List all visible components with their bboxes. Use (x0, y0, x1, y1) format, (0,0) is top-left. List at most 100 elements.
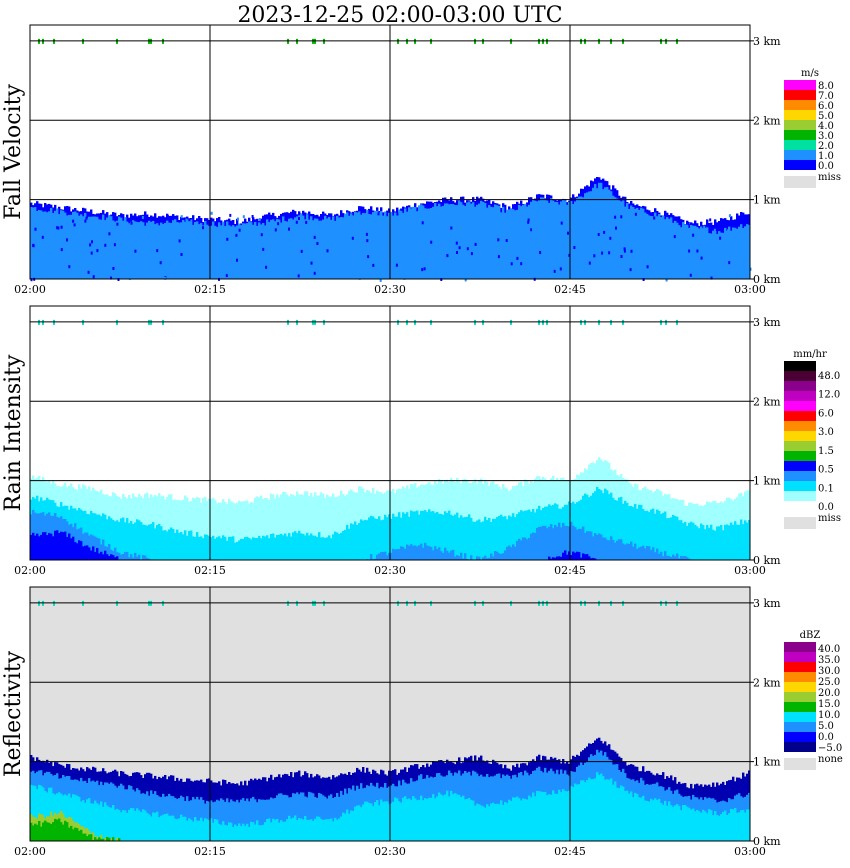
data-cell (594, 533, 597, 560)
data-cell (574, 552, 577, 560)
data-cell (156, 249, 159, 253)
data-cell (186, 820, 189, 841)
data-cell (400, 546, 403, 560)
data-cell (384, 551, 387, 560)
data-cell (404, 796, 407, 841)
data-cell (454, 556, 457, 560)
legend-swatch (784, 451, 816, 461)
data-cell (32, 825, 35, 841)
data-cell (590, 558, 593, 560)
data-cell (396, 212, 399, 216)
data-cell (592, 557, 595, 560)
data-cell (374, 558, 377, 560)
data-cell (586, 494, 589, 560)
data-cell (472, 521, 475, 560)
data-cell (452, 794, 455, 841)
data-cell (350, 213, 353, 279)
data-cell (610, 536, 613, 560)
data-cell (400, 517, 403, 560)
data-cell (678, 225, 681, 279)
data-cell (50, 824, 53, 841)
data-cell (510, 800, 513, 841)
data-cell (406, 799, 409, 841)
data-cell (336, 532, 339, 560)
y-tick-label: 2 km (753, 395, 781, 408)
data-cell (202, 497, 205, 560)
data-cell (386, 555, 389, 560)
data-cell (196, 796, 199, 841)
data-cell (692, 808, 695, 841)
data-cell (278, 822, 281, 841)
data-cell (512, 513, 515, 560)
data-cell (54, 818, 57, 841)
data-cell (36, 789, 39, 841)
data-cell (416, 510, 419, 560)
data-cell (592, 779, 595, 841)
legend-swatch (784, 501, 816, 511)
legend-swatch-miss (784, 758, 816, 770)
data-cell (452, 515, 455, 560)
data-cell (96, 514, 99, 560)
data-cell (232, 801, 235, 841)
data-cell (572, 525, 575, 560)
data-cell (272, 818, 275, 841)
data-cell (244, 223, 247, 279)
y-tick-label: 1 km (753, 475, 781, 488)
data-cell (230, 501, 233, 560)
data-cell (354, 228, 357, 232)
data-cell (108, 254, 111, 258)
data-cell (625, 217, 628, 221)
data-cell (140, 221, 143, 279)
data-cell (632, 797, 635, 841)
data-cell (174, 818, 177, 841)
data-cell (494, 804, 497, 841)
data-cell (288, 533, 291, 560)
data-cell (434, 512, 437, 560)
data-cell (738, 226, 741, 279)
data-cell (410, 799, 413, 841)
data-cell (596, 188, 599, 279)
data-cell (540, 791, 543, 841)
data-cell (602, 776, 605, 841)
data-cell (186, 497, 189, 560)
data-cell (608, 494, 611, 560)
data-cell (310, 493, 313, 560)
data-cell (332, 798, 335, 841)
data-cell (222, 535, 225, 560)
data-cell (486, 207, 489, 279)
data-cell (108, 215, 111, 279)
data-cell (154, 528, 157, 560)
data-cell (734, 521, 737, 560)
data-cell (200, 223, 203, 279)
data-cell (180, 215, 183, 219)
data-cell (106, 519, 109, 560)
data-cell (194, 536, 197, 560)
data-cell (250, 502, 253, 560)
data-cell (417, 235, 420, 239)
data-cell (372, 516, 375, 560)
data-cell (682, 222, 685, 279)
data-cell (106, 546, 109, 560)
data-cell (596, 487, 599, 560)
data-cell (704, 529, 707, 560)
data-cell (626, 203, 629, 279)
data-cell (126, 551, 129, 560)
data-cell (482, 806, 485, 841)
data-cell (720, 232, 723, 279)
data-cell (378, 212, 381, 279)
data-cell (542, 197, 545, 279)
data-cell (740, 224, 743, 279)
data-cell (308, 219, 311, 279)
data-cell (188, 218, 191, 222)
data-cell (488, 205, 491, 279)
data-cell (398, 801, 401, 841)
data-cell (88, 798, 91, 841)
data-cell (700, 256, 703, 260)
data-cell (724, 524, 727, 560)
data-cell (690, 521, 693, 560)
data-cell (719, 236, 722, 240)
y-tick-label: 2 km (753, 676, 781, 689)
data-cell (531, 227, 534, 231)
data-cell (414, 207, 417, 279)
data-cell (124, 522, 127, 560)
